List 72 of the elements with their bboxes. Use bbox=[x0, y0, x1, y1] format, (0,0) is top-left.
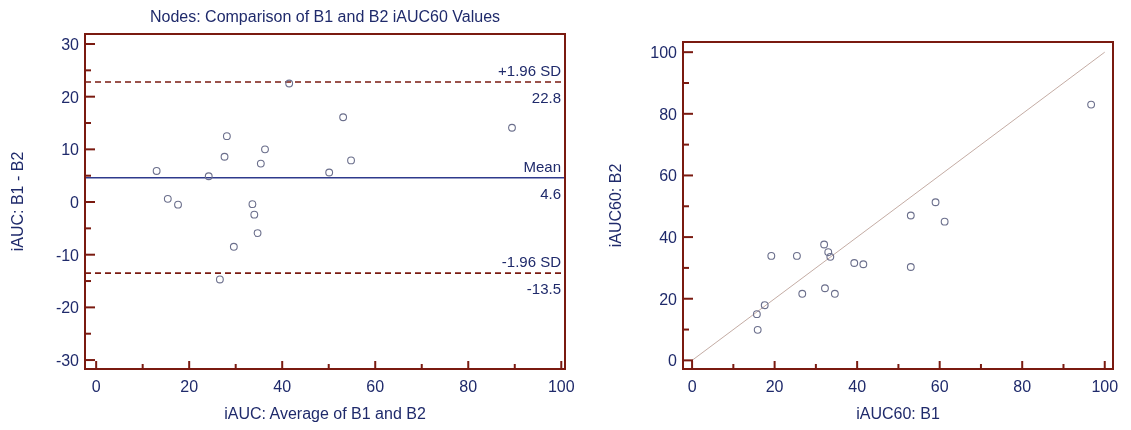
y-tick-label: 40 bbox=[659, 229, 678, 247]
x-tick-label: 100 bbox=[547, 378, 575, 395]
point bbox=[174, 200, 182, 209]
y-axis-title: iAUC: B1 - B2 bbox=[9, 151, 26, 252]
x-tick-label: 100 bbox=[1091, 378, 1119, 395]
point bbox=[821, 284, 829, 293]
x-tick-label: 40 bbox=[273, 378, 292, 395]
point bbox=[222, 132, 231, 141]
y-tick-label: 60 bbox=[659, 167, 678, 185]
y-tick-label: -20 bbox=[55, 299, 80, 317]
point bbox=[285, 79, 294, 88]
x-axis-title: iAUC: Average of B1 and B2 bbox=[224, 405, 426, 422]
x-tick-label: 80 bbox=[1013, 378, 1032, 395]
point bbox=[229, 242, 238, 251]
ref-line-label: -1.96 SD bbox=[501, 253, 562, 271]
y-tick-label: 0 bbox=[668, 352, 678, 370]
point bbox=[767, 251, 776, 260]
point bbox=[253, 229, 262, 238]
point bbox=[248, 200, 257, 209]
y-tick-label: -10 bbox=[55, 246, 80, 264]
y-tick-label: 20 bbox=[61, 88, 80, 106]
point bbox=[325, 168, 334, 177]
point bbox=[940, 217, 949, 226]
point bbox=[820, 240, 829, 249]
point bbox=[798, 289, 807, 298]
point bbox=[753, 325, 762, 334]
point bbox=[250, 210, 259, 219]
point bbox=[339, 113, 348, 122]
x-tick-label: 20 bbox=[765, 378, 784, 395]
ref-line-label: +1.96 SD bbox=[498, 61, 562, 79]
point bbox=[859, 260, 868, 269]
y-axis-title: iAUC60: B2 bbox=[607, 163, 624, 248]
point bbox=[347, 156, 355, 165]
x-axis-title: iAUC60: B1 bbox=[856, 405, 940, 422]
y-tick-label: -30 bbox=[55, 352, 80, 370]
point bbox=[792, 251, 801, 260]
y-tick-label: 10 bbox=[61, 141, 80, 159]
point bbox=[906, 263, 915, 271]
x-tick-label: 0 bbox=[91, 378, 101, 395]
annotation: 22.8 bbox=[531, 88, 561, 106]
point bbox=[1087, 100, 1096, 109]
point bbox=[220, 152, 229, 161]
point bbox=[152, 167, 161, 175]
point bbox=[850, 259, 859, 267]
chart-title: Nodes: Comparison of B1 and B2 iAUC60 Values bbox=[149, 8, 501, 25]
point bbox=[752, 310, 761, 319]
point bbox=[760, 301, 769, 310]
point bbox=[906, 211, 915, 220]
x-tick-label: 0 bbox=[687, 378, 697, 395]
point bbox=[508, 123, 516, 132]
x-tick-label: 20 bbox=[180, 378, 199, 395]
y-tick-label: 30 bbox=[61, 36, 80, 54]
point bbox=[215, 275, 224, 284]
y-tick-label: 20 bbox=[659, 290, 678, 308]
y-tick-label: 100 bbox=[650, 44, 678, 62]
annotation: -13.5 bbox=[526, 280, 561, 298]
point bbox=[163, 194, 172, 203]
point bbox=[830, 289, 839, 298]
point bbox=[261, 145, 269, 154]
point bbox=[826, 252, 835, 261]
point bbox=[824, 248, 833, 257]
point bbox=[256, 159, 265, 168]
point bbox=[204, 172, 213, 181]
x-tick-label: 60 bbox=[366, 378, 385, 395]
point bbox=[931, 198, 940, 207]
x-tick-label: 60 bbox=[930, 378, 949, 395]
y-tick-label: 80 bbox=[659, 105, 678, 123]
x-tick-label: 80 bbox=[459, 378, 478, 395]
ref-line-label: Mean bbox=[523, 157, 561, 175]
x-tick-label: 40 bbox=[848, 378, 867, 395]
annotation: 4.6 bbox=[540, 184, 561, 202]
y-tick-label: 0 bbox=[70, 194, 80, 212]
